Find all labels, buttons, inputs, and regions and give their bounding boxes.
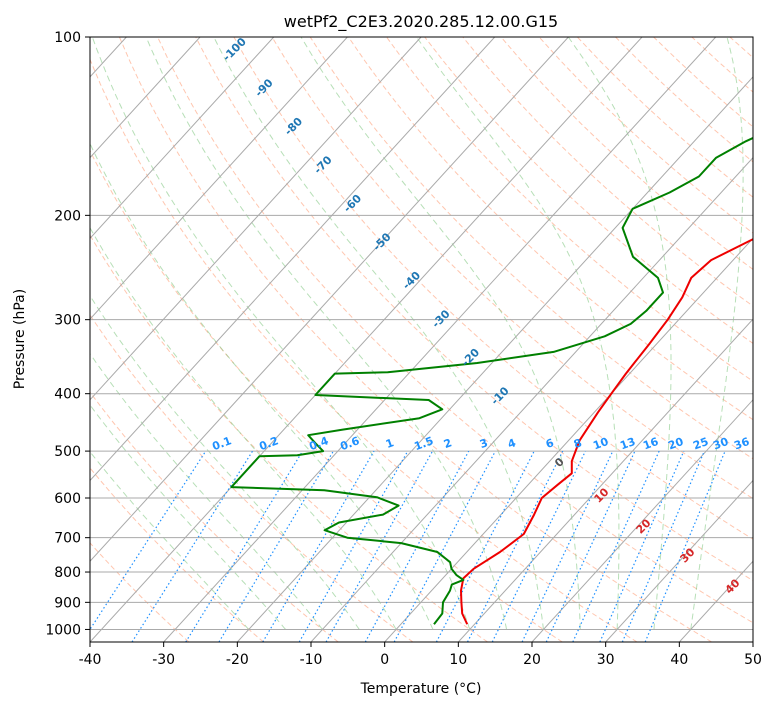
mixing-ratio-line	[491, 450, 586, 642]
mixing-ratio-label: 0.1	[210, 434, 233, 453]
dry-adiabat	[309, 37, 753, 460]
y-tick-label: 200	[54, 208, 81, 224]
mixing-ratio-line	[218, 450, 334, 642]
chart-title: wetPf2_C2E3.2020.285.12.00.G15	[284, 12, 558, 32]
mixing-ratio-line	[325, 450, 434, 642]
x-tick-label: -10	[300, 652, 323, 668]
mixing-ratio-label: 0.4	[307, 434, 330, 453]
y-tick-label: 400	[54, 387, 81, 403]
mixing-ratio-line	[572, 450, 660, 642]
isotherm	[90, 37, 275, 240]
mixing-ratio-label: 1	[384, 436, 396, 451]
isotherm	[163, 37, 717, 642]
moist-adiabat	[567, 37, 672, 630]
mixing-ratio-label: 16	[641, 435, 660, 453]
isotherm	[310, 156, 753, 642]
y-tick-label: 900	[54, 595, 81, 611]
mixing-ratio-line	[262, 450, 375, 642]
mixing-ratio-label: 8	[572, 436, 584, 451]
x-tick-label: -40	[79, 652, 102, 668]
grid-layer	[90, 37, 753, 642]
isotherm	[457, 318, 753, 642]
y-tick-label: 600	[54, 491, 81, 507]
isotherm	[90, 37, 643, 642]
y-tick-label: 700	[54, 531, 81, 547]
isotherm	[605, 479, 753, 642]
mixing-ratio-label: 0.6	[338, 434, 361, 453]
mixing-ratio-label: 25	[691, 435, 710, 452]
dry-adiabat	[271, 37, 753, 500]
mixing-ratio-label: 10	[591, 435, 610, 453]
dry-adiabat	[386, 37, 753, 382]
isotherm	[384, 237, 753, 642]
temperature-profile	[460, 238, 753, 625]
dry-adiabat	[90, 58, 638, 642]
moist-adiabat	[90, 404, 286, 630]
mixing-ratio-label: 6	[544, 436, 556, 451]
dry-adiabat	[90, 149, 563, 642]
mixing-ratio-line	[131, 450, 254, 642]
moist-adiabat	[416, 37, 620, 630]
plot-frame	[89, 36, 754, 643]
mixing-ratio-label: 1.5	[412, 434, 435, 453]
isotherm	[90, 37, 496, 482]
mixing-ratio-label: 0.2	[257, 434, 280, 453]
isotherm	[90, 37, 201, 159]
moist-adiabat	[300, 37, 581, 630]
mixing-ratio-line	[521, 450, 614, 642]
mixing-ratio-line	[185, 450, 304, 642]
isotherm	[236, 76, 753, 642]
mixing-ratio-line	[644, 450, 726, 642]
x-tick-label: 0	[380, 652, 389, 668]
x-tick-label: 40	[670, 652, 688, 668]
x-tick-label: -20	[226, 652, 249, 668]
moist-adiabat	[213, 37, 544, 630]
x-tick-label: -30	[152, 652, 175, 668]
y-tick-label: 1000	[45, 622, 81, 638]
moist-adiabat	[90, 142, 434, 630]
mixing-ratio-line	[599, 450, 685, 642]
dry-adiabat	[195, 37, 753, 582]
dry-adiabat	[424, 37, 753, 344]
y-tick-label: 100	[54, 30, 81, 46]
x-tick-label: 10	[449, 652, 467, 668]
isotherm	[531, 399, 753, 642]
mixing-ratio-label: 13	[618, 435, 637, 452]
mixing-ratio-line	[393, 450, 496, 642]
isotherm	[90, 37, 348, 320]
isotherm	[90, 37, 569, 563]
y-tick-label: 500	[54, 444, 81, 460]
mixing-ratio-line	[621, 450, 705, 642]
x-tick-label: 30	[597, 652, 615, 668]
dry-adiabat	[90, 313, 414, 642]
axes: -40 -30 -20 -10 0 10 20 30 40 50 1000 900 800 700 600 5…	[45, 30, 762, 668]
y-axis-label: Pressure (hPa)	[12, 289, 28, 389]
x-tick-label: 20	[523, 652, 541, 668]
isotherm	[90, 37, 422, 401]
mixing-ratio-label: 3	[478, 436, 490, 451]
mixing-ratio-label: 4	[506, 436, 518, 451]
moist-adiabat	[90, 226, 397, 630]
mixing-ratio-label: 2	[442, 436, 454, 451]
mixing-ratio-label: 36	[732, 435, 751, 453]
moist-adiabat	[690, 37, 744, 630]
dry-adiabat	[157, 37, 753, 624]
mixing-ratio-line	[545, 450, 636, 642]
y-tick-label: 800	[54, 565, 81, 581]
series-layer	[230, 136, 753, 625]
moist-adiabat	[90, 352, 323, 630]
mixing-ratio-line	[298, 450, 409, 642]
moist-adiabat	[90, 294, 360, 630]
x-axis-label: Temperature (°C)	[360, 681, 482, 697]
mixing-ratio-label: 30	[711, 435, 730, 453]
mixing-ratio-label: 20	[666, 435, 685, 453]
dewpoint-profile	[230, 136, 753, 625]
y-tick-label: 300	[54, 313, 81, 329]
moist-adiabat	[145, 37, 508, 630]
x-tick-label: 50	[744, 652, 762, 668]
